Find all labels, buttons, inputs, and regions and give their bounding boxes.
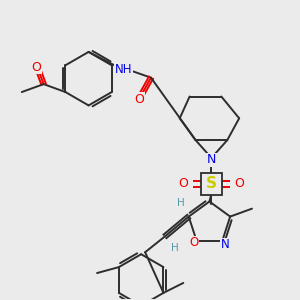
Text: S: S: [206, 176, 217, 191]
FancyBboxPatch shape: [200, 173, 222, 195]
Text: O: O: [234, 177, 244, 190]
Text: O: O: [189, 236, 198, 249]
Text: N: N: [207, 153, 216, 167]
Text: O: O: [32, 61, 42, 74]
Text: O: O: [134, 93, 144, 106]
Text: O: O: [179, 177, 189, 190]
Text: N: N: [221, 238, 230, 251]
Text: NH: NH: [115, 63, 132, 76]
Text: H: H: [177, 198, 185, 208]
Text: H: H: [171, 243, 179, 253]
